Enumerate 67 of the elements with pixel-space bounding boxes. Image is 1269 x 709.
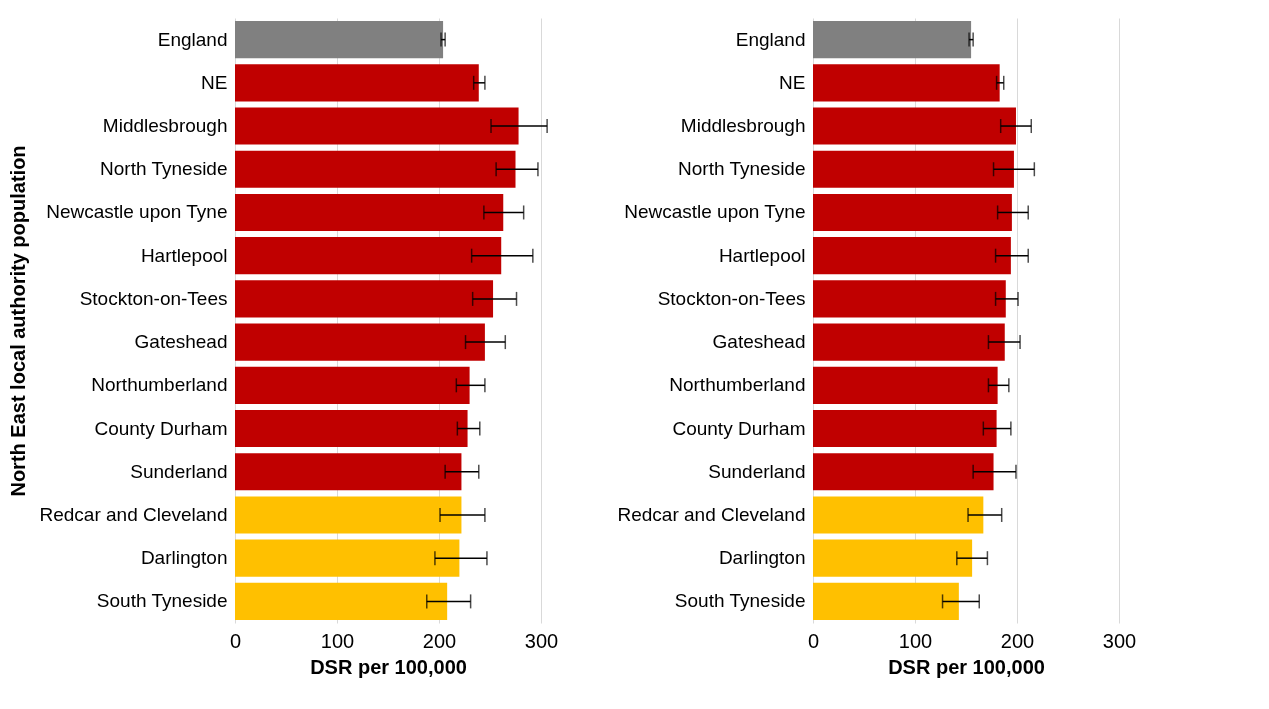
y-tick-label: Newcastle upon Tyne bbox=[46, 201, 228, 223]
y-tick-label: North Tyneside bbox=[678, 158, 806, 180]
bar bbox=[235, 323, 485, 361]
bar bbox=[813, 496, 984, 534]
y-tick-label: NE bbox=[201, 71, 228, 93]
x-tick-label: 0 bbox=[807, 629, 820, 652]
bar bbox=[235, 150, 516, 188]
bar bbox=[813, 453, 994, 491]
bar bbox=[235, 64, 479, 102]
x-tick-label: 100 bbox=[320, 629, 355, 652]
bar bbox=[813, 366, 998, 404]
y-tick-label: South Tyneside bbox=[674, 590, 806, 612]
bar bbox=[235, 496, 462, 534]
bar bbox=[813, 21, 972, 59]
bar bbox=[813, 150, 1014, 188]
y-tick-label: North Tyneside bbox=[100, 158, 228, 180]
bar bbox=[813, 582, 959, 620]
bar bbox=[813, 539, 973, 577]
bar bbox=[235, 237, 502, 275]
bar bbox=[235, 453, 462, 491]
y-tick-label: England bbox=[735, 28, 806, 50]
x-tick-label: 200 bbox=[422, 629, 457, 652]
y-tick-label: NE bbox=[779, 71, 806, 93]
bar bbox=[235, 21, 444, 59]
y-tick-label: Stockton-on-Tees bbox=[657, 287, 806, 309]
y-tick-label: Northumberland bbox=[669, 374, 806, 396]
bar bbox=[813, 280, 1006, 318]
y-tick-label: County Durham bbox=[672, 417, 806, 439]
y-tick-label: Stockton-on-Tees bbox=[79, 287, 228, 309]
x-tick-label: 0 bbox=[229, 629, 242, 652]
y-tick-label: Darlington bbox=[140, 547, 228, 569]
y-tick-label: England bbox=[157, 28, 228, 50]
y-tick-label: Newcastle upon Tyne bbox=[624, 201, 806, 223]
y-tick-label: Sunderland bbox=[708, 460, 806, 482]
x-tick-label: 300 bbox=[524, 629, 559, 652]
bar bbox=[813, 409, 997, 448]
bar bbox=[813, 193, 1012, 232]
y-tick-label: Hartlepool bbox=[718, 244, 806, 266]
bar bbox=[813, 323, 1005, 361]
y-tick-label: Gateshead bbox=[712, 331, 806, 353]
bar bbox=[813, 237, 1011, 275]
x-axis-title: DSR per 100,000 bbox=[310, 655, 467, 678]
y-tick-label: County Durham bbox=[94, 417, 228, 439]
bar bbox=[235, 193, 504, 232]
y-tick-label: Redcar and Cleveland bbox=[617, 503, 806, 525]
bar bbox=[235, 107, 519, 145]
y-tick-label: Darlington bbox=[718, 547, 806, 569]
x-tick-label: 300 bbox=[1102, 629, 1137, 652]
bar bbox=[235, 366, 470, 404]
x-tick-label: 100 bbox=[898, 629, 933, 652]
y-axis-title: North East local authority population bbox=[7, 145, 30, 497]
bar bbox=[235, 582, 448, 620]
y-tick-label: Gateshead bbox=[134, 331, 228, 353]
bar bbox=[813, 107, 1016, 145]
y-tick-label: Hartlepool bbox=[140, 244, 228, 266]
bar bbox=[235, 409, 468, 448]
y-tick-label: South Tyneside bbox=[96, 590, 228, 612]
y-tick-label: Middlesbrough bbox=[680, 115, 806, 137]
y-tick-label: Middlesbrough bbox=[102, 115, 228, 137]
x-axis-title: DSR per 100,000 bbox=[888, 655, 1045, 678]
bar bbox=[235, 539, 460, 577]
y-tick-label: Northumberland bbox=[91, 374, 228, 396]
y-tick-label: Redcar and Cleveland bbox=[39, 503, 228, 525]
x-tick-label: 200 bbox=[1000, 629, 1035, 652]
bar bbox=[813, 64, 1000, 102]
bar bbox=[235, 280, 494, 318]
y-tick-label: Sunderland bbox=[130, 460, 228, 482]
